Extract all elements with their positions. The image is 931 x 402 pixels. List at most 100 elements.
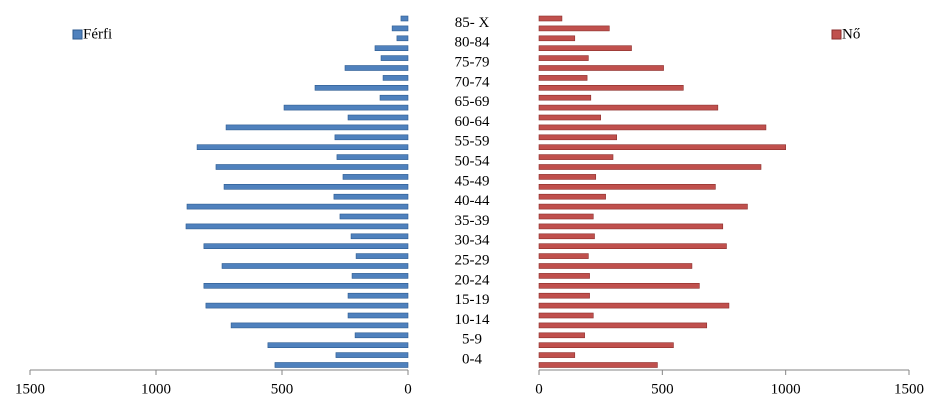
bar: [267, 342, 409, 349]
category-label: 80-84: [455, 35, 490, 51]
x-tick-label: 0: [535, 381, 543, 397]
x-tick-label: 1500: [15, 381, 45, 397]
bar: [538, 322, 708, 329]
bar: [538, 203, 748, 210]
bar: [538, 164, 762, 170]
category-label: 45-49: [455, 173, 490, 189]
bar: [382, 75, 409, 81]
bar: [203, 243, 409, 249]
bar: [283, 104, 409, 111]
category-label: 5-9: [462, 332, 482, 348]
bar: [538, 223, 724, 230]
bar: [538, 144, 786, 150]
bar: [333, 193, 409, 200]
category-label: 65-69: [455, 94, 490, 110]
bar: [336, 154, 409, 160]
bar: [223, 184, 409, 190]
bar: [351, 273, 409, 279]
bar: [538, 35, 576, 42]
bar: [274, 362, 409, 368]
bar: [347, 114, 409, 121]
bar: [538, 55, 589, 61]
bar: [538, 174, 597, 180]
bar: [350, 233, 409, 240]
bar: [538, 154, 614, 160]
x-tick-label: 0: [404, 381, 412, 397]
bar: [185, 223, 409, 230]
bar: [225, 124, 409, 131]
bar: [334, 134, 409, 141]
bar: [538, 15, 563, 22]
bar: [347, 312, 409, 319]
bar: [339, 213, 409, 220]
bar: [335, 352, 409, 358]
bar: [215, 164, 409, 170]
category-label: 40-44: [455, 193, 490, 209]
bar: [221, 263, 409, 269]
bar: [203, 282, 409, 289]
bar: [538, 124, 767, 131]
bar: [342, 174, 409, 180]
bar: [374, 45, 409, 52]
bar: [347, 292, 409, 299]
x-tick-label: 1500: [894, 381, 924, 397]
category-label: 55-59: [455, 134, 490, 150]
bar: [391, 25, 409, 32]
bar: [230, 322, 409, 329]
category-label: 70-74: [455, 74, 490, 90]
bar: [538, 233, 595, 240]
bar: [538, 25, 610, 32]
bar: [538, 104, 719, 111]
bar: [538, 94, 592, 101]
bar: [538, 65, 664, 71]
category-label: 20-24: [455, 272, 490, 288]
x-tick-label: 500: [271, 381, 294, 397]
category-label: 10-14: [455, 312, 490, 328]
bar: [538, 85, 684, 91]
bar: [538, 213, 594, 220]
bar: [538, 134, 617, 141]
category-label: 0-4: [462, 351, 482, 367]
category-label: 15-19: [455, 292, 490, 308]
bar: [538, 263, 693, 269]
bar: [538, 253, 589, 259]
legend-swatch: [72, 29, 83, 40]
category-label: 60-64: [455, 114, 490, 130]
bar: [538, 114, 601, 121]
bar: [196, 144, 409, 150]
legend-left: Férfi: [72, 26, 112, 42]
bar: [354, 332, 409, 339]
bar: [538, 243, 727, 249]
category-label: 35-39: [455, 213, 490, 229]
bar: [538, 273, 590, 279]
bar: [186, 203, 409, 210]
category-label: 50-54: [455, 153, 490, 169]
legend-label: Nő: [842, 26, 860, 42]
category-label: 30-34: [455, 233, 490, 249]
bar: [396, 35, 409, 42]
bar: [538, 292, 590, 299]
bar: [538, 184, 716, 190]
bar: [344, 65, 409, 71]
category-label: 85- X: [455, 15, 490, 31]
bar: [538, 342, 674, 349]
category-label: 25-29: [455, 252, 490, 268]
legend-right: Nő: [831, 26, 860, 42]
legend-label: Férfi: [83, 26, 112, 42]
legend-swatch: [831, 29, 842, 40]
bar: [538, 193, 606, 200]
bar: [538, 302, 730, 309]
bar: [538, 75, 588, 81]
bar: [538, 312, 594, 319]
bar: [314, 85, 409, 91]
bar: [380, 55, 409, 61]
category-label: 75-79: [455, 54, 490, 70]
bar: [538, 362, 658, 368]
bar: [538, 45, 632, 52]
bar: [355, 253, 409, 259]
x-tick-label: 1000: [771, 381, 801, 397]
bar: [538, 332, 585, 339]
x-tick-label: 1000: [141, 381, 171, 397]
bar: [538, 352, 576, 358]
